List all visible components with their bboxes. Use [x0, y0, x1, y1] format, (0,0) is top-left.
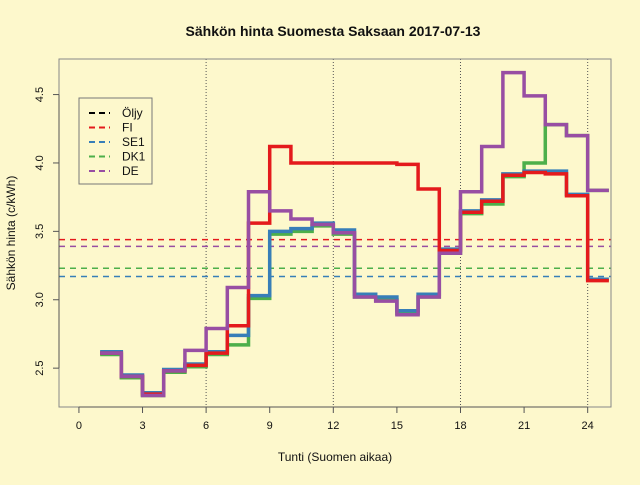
legend-label: Öljy	[122, 106, 143, 120]
y-tick-label: 3.5	[34, 224, 46, 239]
x-tick-label: 0	[76, 420, 82, 432]
x-tick-label: 15	[391, 420, 403, 432]
x-axis-label: Tunti (Suomen aikaa)	[278, 450, 392, 464]
legend-label: DE	[122, 164, 139, 178]
chart-title: Sähkön hinta Suomesta Saksaan 2017-07-13	[186, 23, 481, 39]
x-tick-label: 24	[582, 420, 594, 432]
y-tick-label: 2.5	[34, 361, 46, 376]
series-line-de	[100, 70, 609, 398]
y-tick-label: 4.0	[34, 155, 46, 170]
y-tick-label: 4.5	[34, 87, 46, 102]
x-tick-label: 21	[518, 420, 530, 432]
legend-label: DK1	[122, 150, 146, 164]
y-tick-label: 3.0	[34, 292, 46, 307]
x-tick-label: 9	[267, 420, 273, 432]
x-tick-label: 6	[203, 420, 209, 432]
y-axis-label: Sähkön hinta (c/kWh)	[4, 176, 18, 291]
x-tick-label: 3	[139, 420, 145, 432]
legend-label: SE1	[122, 135, 145, 149]
legend-label: FI	[122, 121, 133, 135]
x-tick-label: 18	[454, 420, 466, 432]
x-tick-label: 12	[327, 420, 339, 432]
